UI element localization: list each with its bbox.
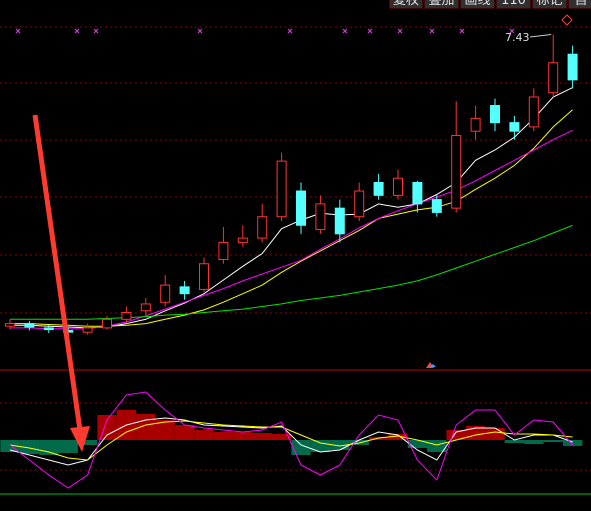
histogram-bar bbox=[39, 440, 59, 455]
candle-body bbox=[43, 327, 54, 331]
candle-body bbox=[334, 207, 345, 235]
histogram-bar bbox=[330, 440, 350, 450]
candle-body bbox=[5, 323, 15, 327]
marker-x bbox=[509, 28, 515, 34]
candle-body bbox=[237, 237, 248, 243]
histogram-bar bbox=[524, 440, 544, 444]
arrow-shaft bbox=[32, 114, 83, 431]
histogram-bar bbox=[562, 440, 583, 446]
candle-body bbox=[490, 105, 500, 124]
candle-body bbox=[509, 122, 520, 132]
histogram-bar bbox=[136, 414, 156, 440]
line-series bbox=[9, 391, 573, 489]
histogram-bar bbox=[446, 430, 466, 440]
candle-body bbox=[179, 286, 190, 295]
histogram-bar bbox=[271, 434, 292, 440]
line-series bbox=[10, 224, 573, 320]
marker-x bbox=[287, 28, 293, 34]
histogram-bar bbox=[310, 440, 331, 452]
toolbar-button bbox=[389, 0, 423, 9]
candle-body bbox=[296, 190, 306, 226]
toolbar: 复权 叠加 画线 110 标记 自 bbox=[389, 0, 591, 9]
candle-body bbox=[257, 216, 268, 239]
candle-body bbox=[354, 190, 365, 218]
marker-x bbox=[342, 28, 348, 34]
grid bbox=[0, 26, 591, 495]
candle-body bbox=[315, 203, 326, 231]
toolbar-button bbox=[496, 0, 531, 9]
histogram-bar bbox=[155, 420, 175, 440]
marker-x bbox=[197, 28, 203, 34]
histogram-bar bbox=[504, 440, 525, 443]
marker-x bbox=[429, 28, 435, 34]
toolbar-button bbox=[460, 0, 495, 9]
arrow bbox=[32, 114, 90, 452]
arrow-head bbox=[70, 426, 90, 452]
marker-x bbox=[397, 28, 403, 34]
histogram-bar bbox=[252, 433, 272, 440]
histogram-bar bbox=[19, 440, 40, 454]
line-series bbox=[9, 420, 573, 461]
candle-body bbox=[160, 284, 171, 303]
toolbar-label: 110 bbox=[501, 0, 526, 8]
marker-x bbox=[367, 28, 373, 34]
toolbar-label: 自 bbox=[574, 0, 587, 8]
toolbar-button bbox=[532, 0, 567, 9]
candle-body bbox=[102, 318, 112, 329]
histogram-bar bbox=[174, 425, 195, 440]
histogram-bar bbox=[485, 428, 505, 440]
candle-body bbox=[431, 199, 442, 213]
marker-diamond bbox=[561, 14, 573, 26]
signal-markers bbox=[15, 28, 515, 34]
histogram-bar bbox=[407, 440, 428, 448]
candle-body bbox=[218, 241, 229, 260]
candle-body bbox=[276, 160, 287, 218]
candle-body bbox=[567, 53, 578, 81]
histogram-bar bbox=[427, 440, 447, 452]
marker-x bbox=[74, 28, 80, 34]
candle-body bbox=[451, 134, 462, 209]
candle-body bbox=[199, 263, 209, 290]
candle-body bbox=[82, 327, 93, 333]
candle-body bbox=[140, 303, 151, 312]
candle-body bbox=[528, 96, 539, 128]
line-series bbox=[9, 417, 573, 466]
toolbar-label: 复权 bbox=[393, 0, 419, 8]
annotation: 7.43 bbox=[505, 31, 530, 44]
candle-body bbox=[24, 323, 35, 328]
candle-body bbox=[548, 62, 559, 94]
histogram-bar bbox=[233, 432, 253, 440]
candle-body bbox=[470, 117, 481, 132]
candle-body bbox=[393, 177, 403, 196]
histogram-bar bbox=[58, 440, 78, 453]
histogram-bar bbox=[543, 440, 563, 442]
histogram-bar bbox=[97, 415, 117, 440]
histogram-bar bbox=[388, 434, 408, 440]
marker-x bbox=[459, 28, 465, 34]
marker-x bbox=[93, 28, 99, 34]
candle-body bbox=[373, 182, 384, 196]
toolbar-button bbox=[424, 0, 459, 9]
toolbar-label: 叠加 bbox=[428, 0, 454, 8]
annotation-leader bbox=[529, 34, 552, 38]
toolbar-label: 标记 bbox=[536, 0, 562, 8]
histogram-bar bbox=[194, 430, 214, 440]
candle-body bbox=[412, 182, 423, 205]
histogram-bar bbox=[77, 440, 98, 445]
histogram-bar bbox=[213, 432, 234, 440]
toolbar-label: 画线 bbox=[464, 0, 490, 8]
toolbar-button bbox=[568, 0, 591, 9]
signal-triangle bbox=[430, 364, 436, 367]
candle-body bbox=[121, 312, 132, 320]
histogram-bar bbox=[291, 440, 311, 455]
marker-x bbox=[15, 28, 21, 34]
